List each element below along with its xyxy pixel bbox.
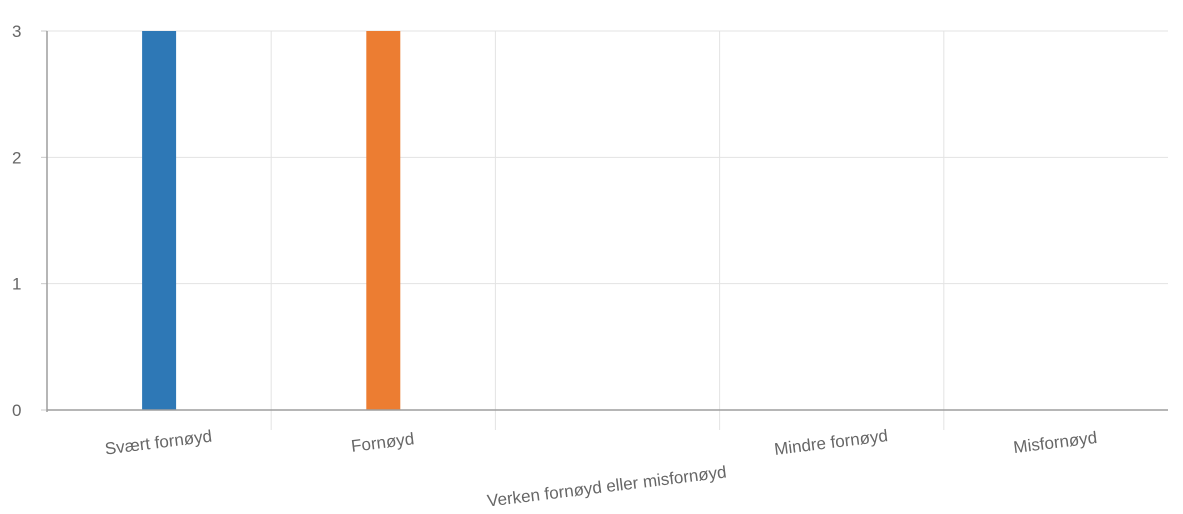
grid-layer: [41, 30, 1168, 430]
x-category-label: Mindre fornøyd: [773, 426, 889, 459]
bar-layer: [142, 31, 401, 410]
y-tick-label: 3: [12, 22, 21, 41]
bar-1: [142, 31, 177, 410]
y-tick-label: 0: [12, 401, 21, 420]
axis-layer: 0 1 2 3: [12, 22, 1168, 420]
label-layer: Svært fornøyd Fornøyd Verken fornøyd eller…: [104, 426, 1098, 511]
x-category-label: Verken fornøyd eller misfornøyd: [486, 462, 727, 509]
x-category-label: Svært fornøyd: [104, 427, 213, 459]
x-category-label: Fornøyd: [350, 429, 415, 456]
x-category-label: Misfornøyd: [1012, 428, 1098, 457]
y-tick-label: 1: [12, 275, 21, 294]
bar-2: [366, 31, 401, 410]
y-tick-label: 2: [12, 148, 21, 167]
